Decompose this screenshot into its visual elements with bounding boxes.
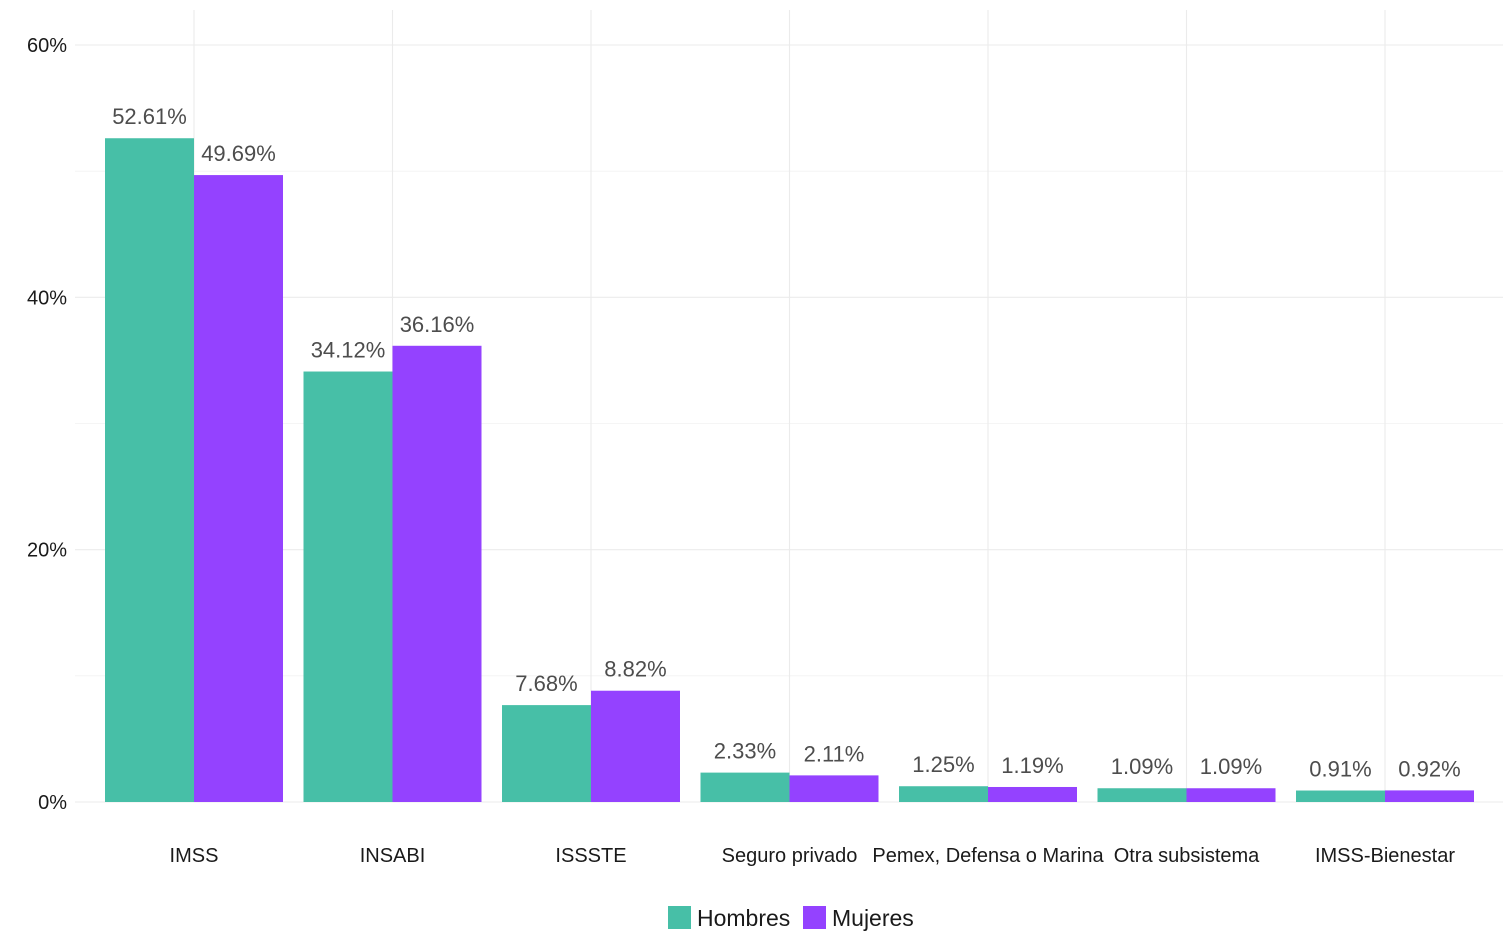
legend-label-hombres: Hombres — [697, 905, 790, 931]
data-label: 1.09% — [1200, 754, 1262, 779]
x-tick-label: Pemex, Defensa o Marina — [872, 845, 1104, 867]
bar-mujeres — [591, 690, 680, 802]
data-label: 52.61% — [112, 104, 187, 129]
grid-lines — [75, 10, 1503, 803]
data-label: 1.25% — [912, 752, 974, 777]
data-label: 2.11% — [804, 741, 865, 766]
bar-hombres — [303, 371, 393, 802]
bar-hombres — [899, 786, 988, 802]
data-labels: 52.61% 34.12% 7.68% 2.33% 1.25% 1.09% 0.91% 49.… — [112, 104, 1461, 781]
x-tick-label: IMSS-Bienestar — [1315, 845, 1455, 867]
data-label: 1.09% — [1111, 754, 1173, 779]
legend-label-mujeres: Mujeres — [832, 905, 914, 931]
data-label: 0.91% — [1309, 757, 1371, 782]
legend: Hombres Mujeres — [668, 905, 914, 931]
legend-swatch-hombres — [668, 906, 691, 929]
y-axis: 0% 20% 40% 60% — [27, 35, 67, 814]
data-label: 0.92% — [1398, 756, 1460, 781]
bar-mujeres — [194, 175, 283, 803]
legend-swatch-mujeres — [803, 906, 826, 929]
bar-mujeres — [1186, 788, 1276, 802]
x-tick-label: IMSS — [170, 845, 219, 867]
data-label: 1.19% — [1001, 753, 1063, 778]
bar-hombres — [502, 705, 591, 802]
x-axis: IMSS INSABI ISSSTE Seguro privado Pemex, Def… — [170, 845, 1456, 867]
bar-mujeres — [789, 775, 879, 802]
bar-hombres — [1097, 788, 1187, 802]
x-tick-label: INSABI — [360, 845, 426, 867]
bar-mujeres — [988, 786, 1077, 802]
bar-hombres — [1296, 790, 1385, 802]
x-tick-label: ISSSTE — [555, 845, 626, 867]
data-label: 36.16% — [400, 312, 475, 337]
data-label: 7.68% — [515, 671, 577, 696]
data-label: 8.82% — [604, 657, 666, 682]
y-tick-label: 60% — [27, 35, 67, 57]
data-label: 2.33% — [714, 739, 776, 764]
bar-mujeres — [392, 345, 482, 802]
bar-mujeres — [1385, 790, 1474, 802]
x-tick-label: Otra subsistema — [1114, 845, 1260, 867]
data-label: 34.12% — [311, 338, 386, 363]
data-label: 49.69% — [201, 141, 276, 166]
x-tick-label: Seguro privado — [722, 845, 858, 867]
bars — [105, 138, 1474, 803]
bar-hombres — [105, 138, 194, 802]
y-tick-label: 0% — [38, 792, 67, 814]
bar-hombres — [700, 772, 790, 802]
y-tick-label: 40% — [27, 287, 67, 309]
y-tick-label: 20% — [27, 540, 67, 562]
